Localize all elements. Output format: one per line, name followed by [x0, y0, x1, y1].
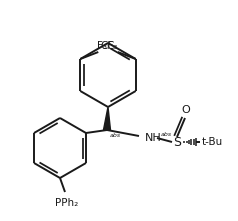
- Text: abs: abs: [110, 133, 121, 138]
- Text: t-Bu: t-Bu: [202, 137, 223, 147]
- Text: abs: abs: [161, 132, 172, 137]
- Text: S: S: [173, 135, 181, 149]
- Text: O: O: [182, 105, 190, 115]
- Text: F₃C: F₃C: [97, 41, 115, 51]
- Text: PPh₂: PPh₂: [55, 198, 79, 208]
- Text: NH: NH: [145, 133, 162, 143]
- Text: CF₃: CF₃: [100, 41, 118, 51]
- Polygon shape: [104, 107, 110, 130]
